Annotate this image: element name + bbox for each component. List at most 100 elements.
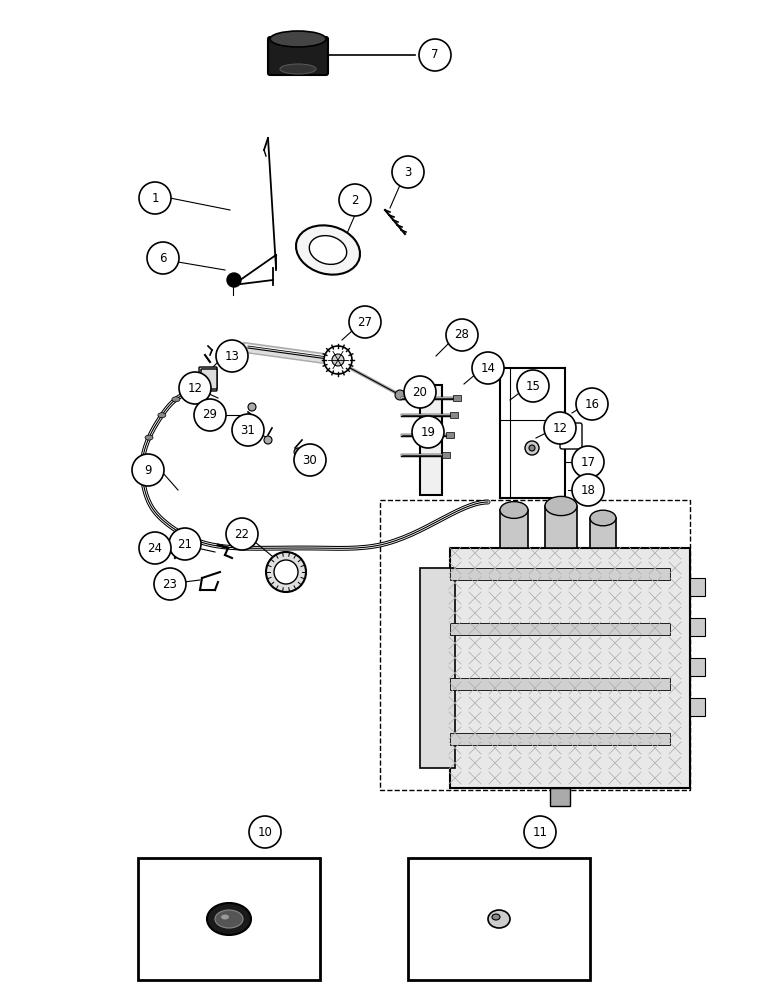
Circle shape [529,445,535,451]
Ellipse shape [270,31,326,47]
Circle shape [154,568,186,600]
FancyBboxPatch shape [268,37,328,75]
Circle shape [227,273,241,287]
Text: 14: 14 [480,361,496,374]
Text: 30: 30 [303,454,317,466]
Ellipse shape [492,914,500,920]
Circle shape [572,446,604,478]
Circle shape [339,184,371,216]
Text: 19: 19 [421,426,435,438]
Bar [690,578,705,596]
Ellipse shape [310,236,347,264]
Circle shape [517,370,549,402]
Text: 24: 24 [147,542,162,554]
Ellipse shape [207,903,251,935]
Bar [138,858,320,980]
Circle shape [576,388,608,420]
Text: 21: 21 [178,538,192,550]
Text: 18: 18 [581,484,595,496]
Circle shape [419,39,451,71]
Bar [550,788,570,806]
Circle shape [248,403,256,411]
Circle shape [232,414,264,446]
Bar [500,510,528,548]
Text: 11: 11 [533,826,547,838]
Bar [446,432,454,438]
Bar [690,618,705,636]
Circle shape [264,436,272,444]
Circle shape [525,441,539,455]
Circle shape [249,816,281,848]
Ellipse shape [172,397,180,402]
Ellipse shape [500,502,528,518]
Circle shape [324,346,352,374]
Text: 2: 2 [351,194,359,207]
Circle shape [274,560,298,584]
Text: 16: 16 [584,397,600,410]
Circle shape [147,242,179,274]
Ellipse shape [545,496,577,516]
FancyBboxPatch shape [199,367,217,391]
Circle shape [294,448,302,456]
Text: 29: 29 [202,408,218,422]
Bar [590,518,616,548]
Bar [450,733,670,745]
Bar [420,568,455,768]
Text: 12: 12 [553,422,567,434]
Ellipse shape [157,413,166,418]
Text: 23: 23 [163,578,178,590]
FancyBboxPatch shape [201,369,217,389]
Circle shape [395,390,405,400]
Text: 15: 15 [526,379,540,392]
Ellipse shape [190,386,198,391]
Circle shape [169,528,201,560]
Text: 12: 12 [188,381,202,394]
Circle shape [266,552,306,592]
Bar [450,548,690,788]
Circle shape [139,532,171,564]
Circle shape [226,518,258,550]
Bar [690,658,705,676]
Circle shape [179,372,211,404]
Circle shape [544,412,576,444]
Circle shape [392,156,424,188]
Ellipse shape [215,910,243,928]
Text: 1: 1 [151,192,159,205]
Bar [408,858,590,980]
Text: 31: 31 [241,424,256,436]
Circle shape [472,352,504,384]
Text: 27: 27 [357,316,373,328]
Circle shape [194,399,226,431]
FancyBboxPatch shape [560,423,582,449]
Bar [442,452,450,458]
Bar [420,385,442,495]
Circle shape [412,416,444,448]
Text: 22: 22 [235,528,249,540]
Bar [690,698,705,716]
Bar [450,568,670,580]
Text: 28: 28 [455,328,469,342]
Circle shape [332,354,344,366]
Ellipse shape [488,910,510,928]
Text: 10: 10 [258,826,273,838]
Bar [545,506,577,548]
Text: 13: 13 [225,350,239,362]
Circle shape [572,474,604,506]
Circle shape [139,182,171,214]
Circle shape [216,340,248,372]
Text: 7: 7 [432,48,438,62]
Circle shape [294,444,326,476]
Circle shape [349,306,381,338]
Text: 17: 17 [581,456,595,468]
Bar [453,395,461,401]
Ellipse shape [280,64,316,74]
Bar [450,678,670,690]
Circle shape [404,376,436,408]
Bar [380,500,690,790]
Text: 3: 3 [405,165,411,178]
Bar [450,623,670,635]
Text: 9: 9 [144,464,152,477]
Ellipse shape [590,510,616,526]
Text: 6: 6 [159,251,167,264]
Text: 20: 20 [412,385,428,398]
